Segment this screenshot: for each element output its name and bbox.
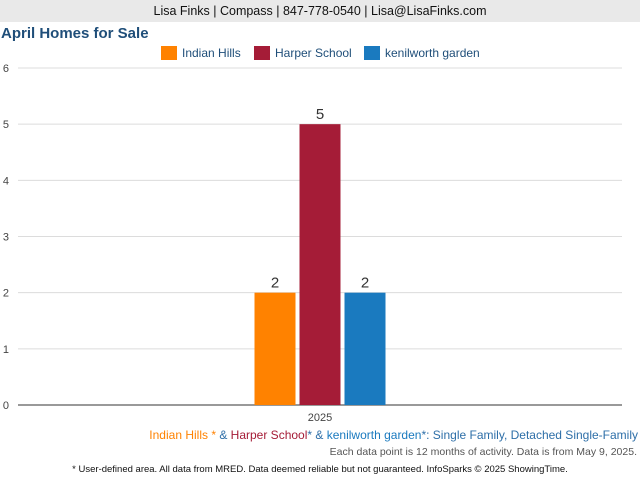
legend-label-kenilworth-garden: kenilworth garden [385,46,480,60]
bar [254,292,296,405]
footnote-part: kenilworth garden [326,428,422,442]
legend-item-indian-hills[interactable]: Indian Hills [161,45,241,61]
legend-label-indian-hills: Indian Hills [182,46,241,60]
bar [344,292,386,405]
data-label: 5 [316,106,324,123]
legend-swatch-kenilworth-garden [364,46,380,60]
bar-chart: 0 1 2 3 4 5 6 2 5 2 2025 [3,63,622,424]
footnote-part: Indian Hills * [149,428,216,442]
footnote-part: *: Single Family, Detached Single-Family [421,428,638,442]
footnote-part: * & [307,428,327,442]
legend-swatch-indian-hills [161,46,177,60]
activity-note: Each data point is 12 months of activity… [329,446,637,458]
legend-label-harper-school: Harper School [275,46,352,60]
x-tick-label: 2025 [308,412,332,424]
data-label: 2 [361,275,369,292]
footnote-part: & [216,428,231,442]
footnote-areas: Indian Hills * & Harper School* & kenilw… [149,428,638,442]
contact-text: Lisa Finks | Compass | 847-778-0540 | Li… [153,4,487,18]
chart-legend: Indian Hills Harper School kenilworth ga… [0,45,640,61]
bar [299,124,341,406]
legend-item-harper-school[interactable]: Harper School [254,45,352,61]
y-tick-label: 5 [3,119,9,131]
y-tick-label: 2 [3,288,9,300]
contact-header: Lisa Finks | Compass | 847-778-0540 | Li… [0,0,640,22]
y-tick-label: 6 [3,63,9,75]
y-tick-label: 3 [3,232,9,244]
y-tick-label: 1 [3,344,9,356]
data-label: 2 [271,275,279,292]
legend-item-kenilworth-garden[interactable]: kenilworth garden [364,45,480,61]
chart-title: April Homes for Sale [1,25,149,42]
disclaimer: * User-defined area. All data from MRED.… [72,464,568,475]
y-tick-label: 4 [3,175,9,187]
legend-swatch-harper-school [254,46,270,60]
footnote-part: Harper School [230,428,308,442]
y-tick-label: 0 [3,400,9,412]
